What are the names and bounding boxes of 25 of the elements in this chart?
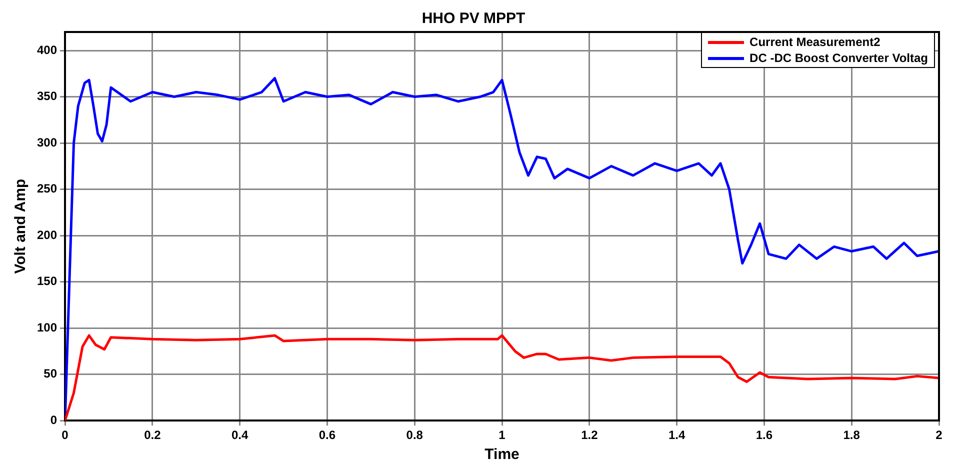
y-tick-label: 150 — [36, 274, 58, 288]
x-axis-title: Time — [484, 446, 520, 464]
x-tick-label: 0.6 — [318, 428, 336, 442]
legend-label: Current Measurement2 — [750, 34, 880, 50]
y-tick-label: 350 — [36, 89, 58, 104]
y-axis-title: Volt and Amp — [12, 178, 30, 274]
x-tick-label: 0.4 — [231, 428, 248, 442]
x-tick-label: 1.4 — [668, 428, 686, 442]
y-tick-label: 400 — [36, 42, 58, 57]
legend-label: DC -DC Boost Converter Voltag — [750, 50, 928, 66]
x-tick-label: 0.2 — [144, 428, 162, 442]
x-tick-label: 1 — [498, 428, 506, 442]
y-tick-label: 300 — [36, 135, 58, 150]
x-tick-label: 1.2 — [581, 428, 598, 442]
x-tick-label: 2 — [936, 428, 943, 442]
y-tick-label: 250 — [36, 182, 58, 196]
x-tick-label: 0.8 — [406, 428, 424, 442]
x-tick-label: 1.6 — [756, 428, 773, 442]
y-tick-label: 100 — [36, 320, 58, 334]
x-tick-label: 0 — [62, 428, 69, 442]
y-tick-label: 50 — [44, 366, 58, 381]
y-tick-label: 0 — [50, 412, 58, 427]
y-tick-label: 200 — [36, 228, 58, 242]
chart-title: HHO PV MPPT — [422, 10, 526, 28]
x-tick-label: 1.8 — [843, 428, 860, 442]
